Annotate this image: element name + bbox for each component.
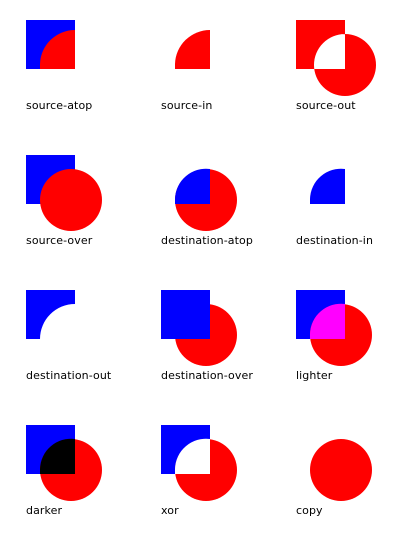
composite-label: copy: [296, 504, 323, 517]
composite-cell-lighter: lighter: [296, 290, 400, 410]
composite-figure-source-over: [26, 155, 102, 231]
composite-cell-copy: copy: [296, 425, 400, 545]
composite-label: destination-atop: [161, 234, 253, 247]
composite-label: source-over: [26, 234, 93, 247]
composite-figure-lighter: [296, 290, 372, 366]
xor-overlap-cleared: [175, 438, 210, 474]
source-circle: [40, 169, 102, 231]
composite-cell-source-out: source-out: [296, 20, 400, 140]
composite-cell-source-atop: source-atop: [26, 20, 156, 140]
composite-cell-destination-atop: destination-atop: [161, 155, 291, 275]
source-circle: [310, 439, 372, 501]
source-circle-overlap: [40, 29, 75, 69]
composite-label: lighter: [296, 369, 333, 382]
composite-label: source-in: [161, 99, 213, 112]
destination-square-overlap: [175, 168, 210, 204]
composite-cell-destination-out: destination-out: [26, 290, 156, 410]
composite-label: source-out: [296, 99, 356, 112]
composite-figure-source-atop: [26, 20, 75, 69]
composite-figure-destination-over: [161, 290, 237, 366]
composite-label: destination-over: [161, 369, 253, 382]
composite-figure-destination-out: [26, 290, 75, 339]
composite-cell-darker: darker: [26, 425, 156, 545]
lighter-overlap: [310, 303, 345, 339]
composite-label: destination-out: [26, 369, 112, 382]
composite-cell-source-over: source-over: [26, 155, 156, 275]
composite-figure-xor: [161, 425, 237, 501]
composite-figure-source-in: [175, 29, 210, 69]
composite-cell-source-in: source-in: [161, 20, 291, 140]
composite-cell-destination-over: destination-over: [161, 290, 291, 410]
source-circle-outside: [296, 20, 376, 96]
composite-figure-destination-in: [310, 168, 345, 204]
composite-figure-destination-atop: [175, 168, 237, 231]
composite-cell-xor: xor: [161, 425, 291, 545]
source-circle-overlap: [175, 29, 210, 69]
composite-label: destination-in: [296, 234, 374, 247]
destination-square-overlap: [310, 168, 345, 204]
composite-figure-darker: [26, 425, 102, 501]
composite-label: darker: [26, 504, 63, 517]
destination-square-remaining: [26, 290, 75, 339]
darker-overlap: [40, 438, 75, 474]
composite-cell-destination-in: destination-in: [296, 155, 400, 275]
composite-figure-source-out: [296, 20, 376, 96]
composite-figure-copy: [310, 439, 372, 501]
composite-label: xor: [161, 504, 179, 517]
destination-square: [161, 290, 210, 339]
composite-label: source-atop: [26, 99, 93, 112]
